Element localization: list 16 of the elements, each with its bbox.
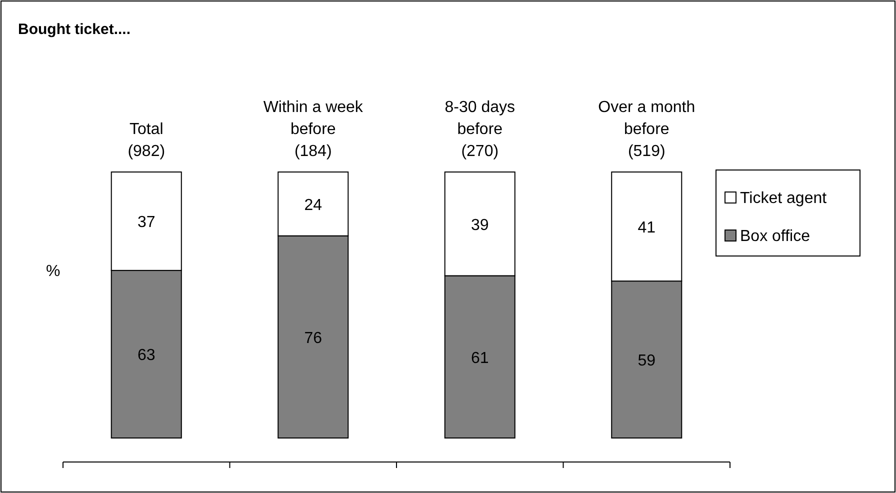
y-axis-title: % <box>46 263 60 280</box>
x-tick-label: Total (982) <box>128 121 166 160</box>
x-tick-label: Over a month before (519) <box>598 99 696 160</box>
data-label: 61 <box>470 350 489 367</box>
data-label: 63 <box>137 347 156 364</box>
data-label: 41 <box>638 220 656 237</box>
data-label: 24 <box>304 196 322 214</box>
data-label: 59 <box>638 352 656 370</box>
x-tick-label: 8-30 days before (270) <box>444 99 516 160</box>
chart-title: Bought ticket.... <box>18 21 130 38</box>
data-label: 39 <box>470 216 489 234</box>
data-label: 37 <box>137 214 156 232</box>
x-tick-label: Within a week before (184) <box>263 99 364 160</box>
legend-label: Box office <box>740 228 810 245</box>
legend-label: Ticket agent <box>740 190 828 207</box>
data-label: 76 <box>304 330 322 347</box>
